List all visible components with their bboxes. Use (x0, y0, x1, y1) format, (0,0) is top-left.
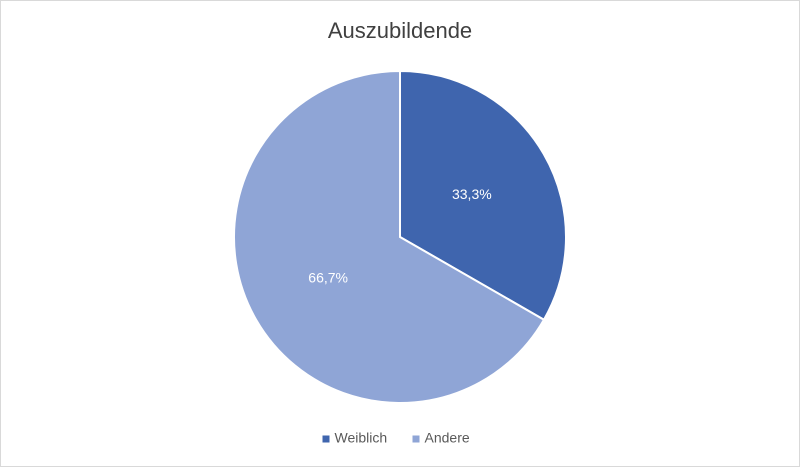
data-label: 66,7% (308, 269, 348, 285)
pie-slice (233, 69, 546, 404)
legend-swatch (412, 435, 420, 443)
legend-label: Weiblich (335, 430, 388, 446)
data-label: 33,3% (452, 186, 492, 202)
legend-label: Andere (425, 430, 470, 446)
pie-slice (399, 69, 567, 322)
chart-title: Auszubildende (328, 18, 472, 43)
legend-swatch (322, 435, 330, 443)
